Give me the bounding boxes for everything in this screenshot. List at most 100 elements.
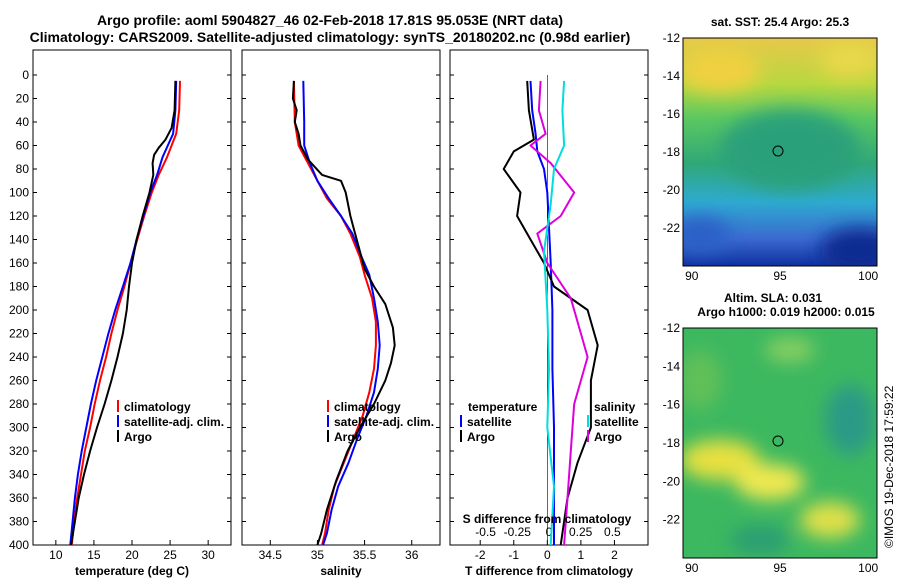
depth-tick-label: 340 bbox=[9, 468, 29, 482]
map-0-xtick-label: 90 bbox=[685, 269, 699, 283]
s-difference-tick-label: -0.25 bbox=[504, 525, 532, 539]
map-0-ytick-label: -20 bbox=[663, 183, 681, 197]
depth-tick-label: 80 bbox=[16, 162, 30, 176]
differences-xtick-label: -1 bbox=[508, 548, 519, 562]
depth-tick-label: 200 bbox=[9, 303, 29, 317]
s-difference-xlabel: S difference from climatology bbox=[463, 512, 632, 526]
temperature-xtick-label: 25 bbox=[163, 548, 177, 562]
depth-tick-label: 220 bbox=[9, 327, 29, 341]
map-0-xtick-label: 95 bbox=[773, 269, 787, 283]
map-0-ytick-label: -18 bbox=[663, 145, 681, 159]
salinity-series-satellite-adj-clim- bbox=[302, 80, 381, 546]
plot-layer: 10 15 20 25 30020406080100120140160180200220… bbox=[9, 31, 879, 575]
temperature-xtick-label: 15 bbox=[87, 548, 101, 562]
differences-xtick-label: 2 bbox=[611, 548, 618, 562]
map-1-ytick-label: -14 bbox=[663, 359, 681, 373]
map-1-ytick-label: -20 bbox=[663, 474, 681, 488]
depth-tick-label: 400 bbox=[9, 538, 29, 552]
depth-tick-label: 260 bbox=[9, 374, 29, 388]
depth-tick-label: 180 bbox=[9, 280, 29, 294]
depth-tick-label: 100 bbox=[9, 186, 29, 200]
legend-climatology: climatology bbox=[334, 400, 401, 414]
map-0-ytick-label: -14 bbox=[663, 69, 681, 83]
sst-argo-marker bbox=[772, 145, 784, 157]
legend-s-argo: Argo bbox=[594, 430, 622, 444]
sla-argo-marker bbox=[772, 435, 784, 447]
difference-panel bbox=[449, 49, 649, 546]
salinity-xtick-label: 35 bbox=[311, 548, 325, 562]
title-line-1: Argo profile: aoml 5904827_46 02-Feb-201… bbox=[96, 12, 564, 28]
legend-satellite: satellite-adj. clim. bbox=[334, 415, 434, 429]
imos-credit: ©IMOS 19-Dec-2018 17:59:22 bbox=[882, 385, 896, 548]
temperature-series-argo bbox=[70, 80, 177, 546]
sla-map-title: Altim. SLA: 0.031 bbox=[724, 291, 822, 305]
differences-xtick-label: -2 bbox=[475, 548, 486, 562]
temperature-legend: climatology satellite-adj. clim. Argo bbox=[117, 400, 224, 444]
map-1-ytick-label: -16 bbox=[663, 398, 681, 412]
salinity-xlabel: salinity bbox=[320, 564, 362, 578]
legend-t-satellite: satellite bbox=[467, 415, 512, 429]
map-0-ytick-label: -16 bbox=[663, 107, 681, 121]
salinity-xtick-label: 36 bbox=[405, 548, 419, 562]
differences-series-s-satellite bbox=[543, 80, 566, 546]
depth-tick-label: 300 bbox=[9, 421, 29, 435]
sst-map bbox=[683, 38, 877, 266]
legend-argo: Argo bbox=[124, 430, 152, 444]
differences-series-t-argo bbox=[502, 80, 599, 546]
map-1-xtick-label: 90 bbox=[685, 561, 699, 575]
salinity-xtick-label: 34.5 bbox=[259, 548, 283, 562]
depth-tick-label: 60 bbox=[16, 139, 30, 153]
temperature-xtick-label: 10 bbox=[49, 548, 63, 562]
temperature-xtick-label: 30 bbox=[201, 548, 215, 562]
sla-map bbox=[683, 328, 877, 558]
temperature-series-satellite-adj-clim- bbox=[69, 80, 178, 546]
legend-heading-temperature: temperature bbox=[468, 400, 538, 414]
t-difference-xlabel: T difference from climatology bbox=[465, 564, 633, 578]
depth-tick-label: 360 bbox=[9, 491, 29, 505]
temperature-panel bbox=[32, 49, 232, 546]
salinity-series-argo bbox=[291, 80, 396, 546]
sla-map-frame bbox=[682, 327, 878, 559]
map-0-ytick-label: -22 bbox=[663, 221, 681, 235]
temperature-series-climatology bbox=[70, 80, 181, 546]
depth-tick-label: 40 bbox=[16, 115, 30, 129]
depth-tick-label: 120 bbox=[9, 209, 29, 223]
legend-climatology: climatology bbox=[124, 400, 191, 414]
s-difference-tick-label: 0.25 bbox=[569, 525, 593, 539]
differences-xtick-label: 1 bbox=[578, 548, 585, 562]
salinity-panel bbox=[241, 49, 441, 546]
map-1-ytick-label: -12 bbox=[663, 321, 681, 335]
depth-tick-label: 160 bbox=[9, 256, 29, 270]
depth-tick-label: 0 bbox=[22, 68, 29, 82]
legend-satellite: satellite-adj. clim. bbox=[124, 415, 224, 429]
s-difference-tick-label: -0.5 bbox=[475, 525, 496, 539]
salinity-legend: climatology satellite-adj. clim. Argo bbox=[327, 400, 434, 444]
differences-series-s-argo bbox=[529, 80, 589, 546]
depth-tick-label: 280 bbox=[9, 397, 29, 411]
map-0-xtick-label: 100 bbox=[858, 269, 878, 283]
depth-tick-label: 20 bbox=[16, 92, 30, 106]
difference-legend-salinity: salinity satellite Argo bbox=[587, 400, 639, 444]
map-1-ytick-label: -18 bbox=[663, 436, 681, 450]
map-1-ytick-label: -22 bbox=[663, 513, 681, 527]
temperature-xtick-label: 20 bbox=[125, 548, 139, 562]
legend-heading-salinity: salinity bbox=[594, 400, 636, 414]
s-difference-tick-label: 0.5 bbox=[604, 525, 621, 539]
difference-legend-temperature: temperature satellite Argo bbox=[460, 400, 538, 444]
temperature-xlabel: temperature (deg C) bbox=[75, 564, 189, 578]
legend-t-argo: Argo bbox=[467, 430, 495, 444]
sla-map-title-2: Argo h1000: 0.019 h2000: 0.015 bbox=[697, 305, 875, 319]
legend-argo: Argo bbox=[334, 430, 362, 444]
map-0-ytick-label: -12 bbox=[663, 31, 681, 45]
depth-tick-label: 240 bbox=[9, 350, 29, 364]
s-difference-tick-label: 0 bbox=[546, 525, 553, 539]
title-line-2: Climatology: CARS2009. Satellite-adjuste… bbox=[29, 29, 631, 45]
legend-s-satellite: satellite bbox=[594, 415, 639, 429]
depth-tick-label: 380 bbox=[9, 515, 29, 529]
sst-map-title: sat. SST: 25.4 Argo: 25.3 bbox=[711, 15, 850, 29]
map-1-xtick-label: 100 bbox=[858, 561, 878, 575]
salinity-xtick-label: 35.5 bbox=[353, 548, 377, 562]
differences-xtick-label: 0 bbox=[544, 548, 551, 562]
differences-series-t-satellite bbox=[529, 80, 555, 545]
